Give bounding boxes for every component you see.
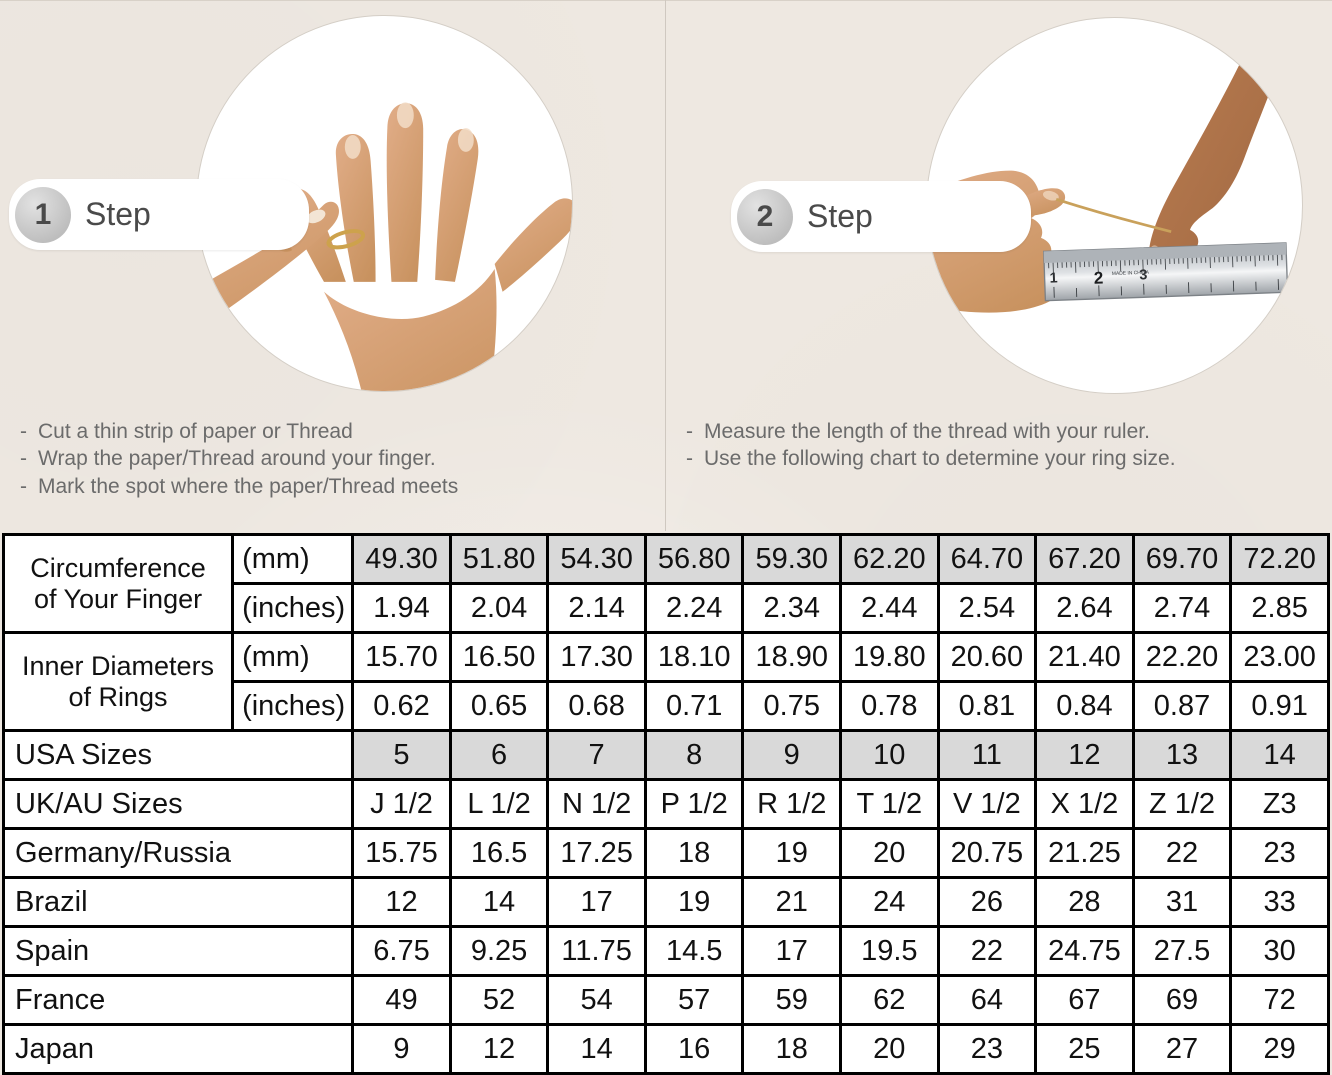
svg-text:1: 1 — [1049, 270, 1058, 286]
svg-text:2: 2 — [1093, 268, 1103, 287]
